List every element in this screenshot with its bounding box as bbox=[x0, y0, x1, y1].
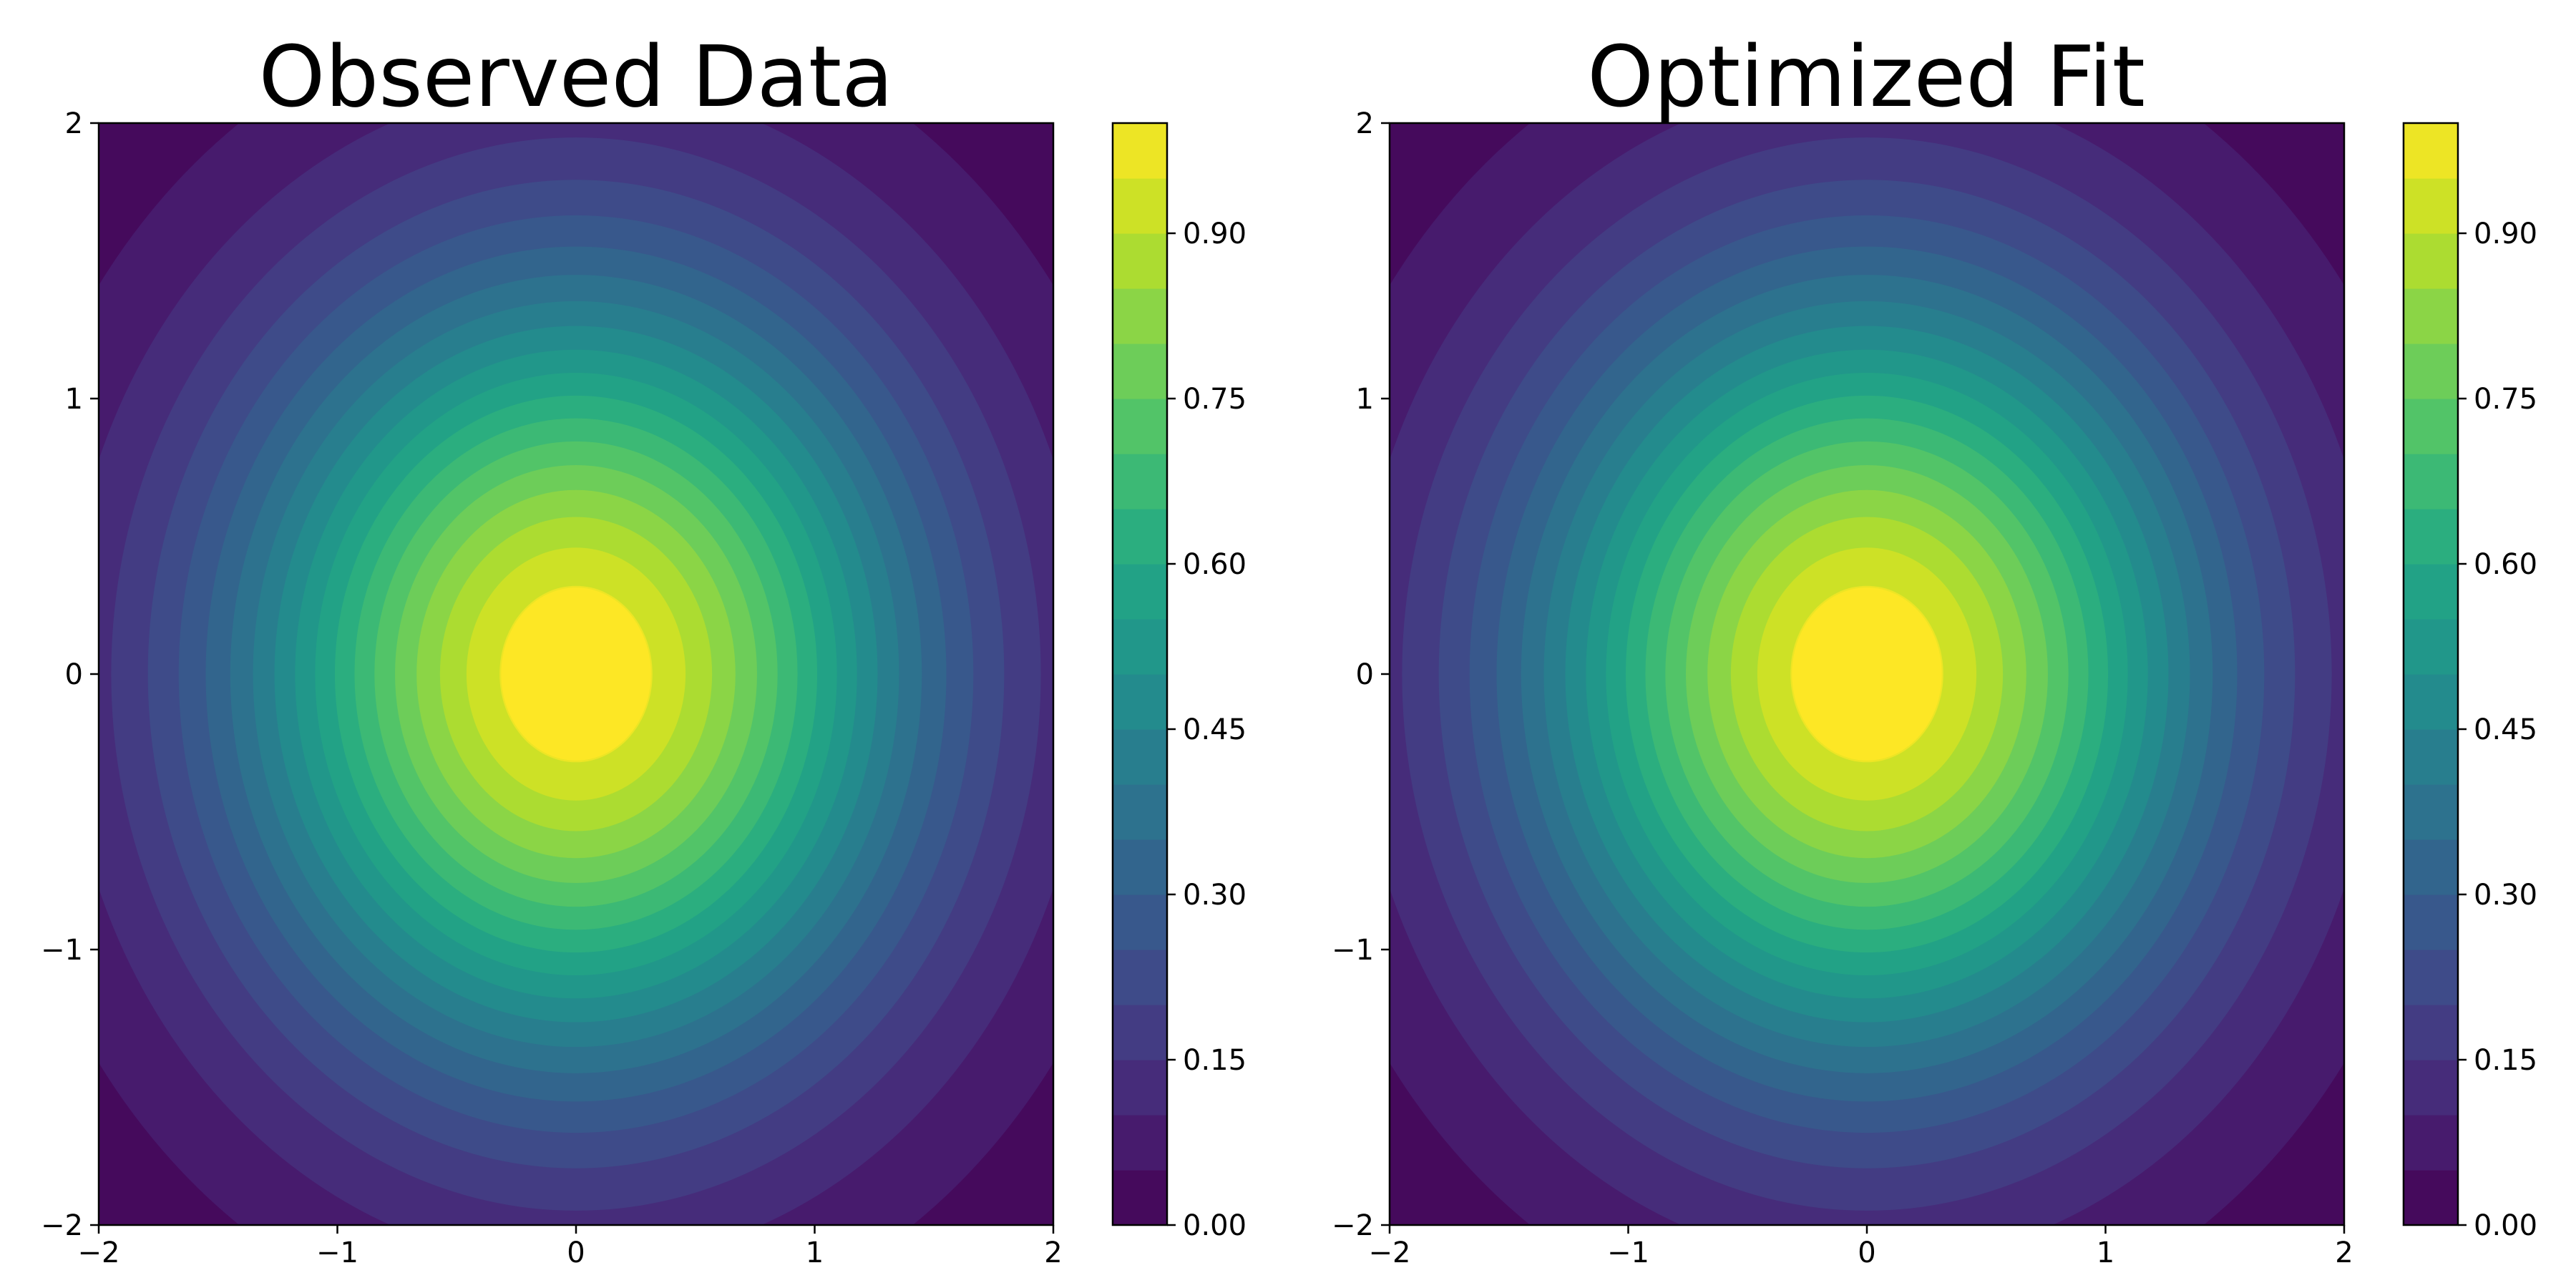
colorbar-segment bbox=[2404, 1115, 2458, 1171]
colorbar-segment bbox=[1113, 233, 1167, 289]
colorbar-segment bbox=[1113, 950, 1167, 1005]
colorbar-segment bbox=[1113, 564, 1167, 620]
colorbar-tick-label: 0.00 bbox=[1183, 1209, 1246, 1242]
colorbar-segment bbox=[2404, 1170, 2458, 1226]
x-tick-label: 2 bbox=[2335, 1236, 2353, 1269]
colorbar-segment bbox=[2404, 564, 2458, 620]
x-tick-label: −2 bbox=[78, 1236, 120, 1269]
x-tick-label: −2 bbox=[1369, 1236, 1411, 1269]
colorbar-tick-label: 0.15 bbox=[2474, 1044, 2537, 1077]
y-tick-label: 0 bbox=[1356, 658, 1374, 691]
colorbar-segment bbox=[2404, 1005, 2458, 1060]
contour-peak bbox=[501, 587, 651, 761]
colorbar-segment bbox=[1113, 1005, 1167, 1060]
colorbar-segment bbox=[1113, 399, 1167, 454]
x-tick-label: 1 bbox=[806, 1236, 824, 1269]
colorbar-tick-label: 0.45 bbox=[1183, 713, 1246, 746]
contour-plot: −2 −1 0 1 2 −2 −1 0 1 2 bbox=[1332, 107, 2353, 1269]
colorbar: 0.00 0.15 0.30 0.45 0.60 0.75 0.90 bbox=[1111, 122, 1246, 1242]
x-tick-label: 0 bbox=[1858, 1236, 1875, 1269]
colorbar-segment bbox=[2404, 1060, 2458, 1116]
colorbar-segment bbox=[2404, 729, 2458, 785]
colorbar-segment bbox=[1113, 729, 1167, 785]
colorbar-tick-label: 0.90 bbox=[1183, 218, 1246, 250]
contour-peak bbox=[1792, 587, 1942, 761]
colorbar-segment bbox=[2404, 509, 2458, 565]
x-tick-label: −1 bbox=[1607, 1236, 1649, 1269]
panel-observed: Observed Data −2 −1 0 1 2 −2 −1 0 1 2 0.00 0.15 0.3… bbox=[41, 27, 1246, 1269]
colorbar-segment bbox=[2404, 454, 2458, 509]
colorbar-segment bbox=[1113, 894, 1167, 950]
panel-optimized: Optimized Fit −2 −1 0 1 2 −2 −1 0 1 2 0.00 0.15 0.3… bbox=[1332, 27, 2537, 1269]
colorbar-segment bbox=[1113, 839, 1167, 895]
chart-title: Observed Data bbox=[259, 27, 894, 126]
contour-bands bbox=[1390, 123, 2344, 1225]
colorbar-segment bbox=[2404, 894, 2458, 950]
colorbar-segment bbox=[1113, 343, 1167, 399]
colorbar-segment bbox=[2404, 619, 2458, 675]
colorbar-segment bbox=[1113, 1060, 1167, 1116]
colorbar-segment bbox=[2404, 343, 2458, 399]
colorbar-segment bbox=[1113, 509, 1167, 565]
contour-plot: −2 −1 0 1 2 −2 −1 0 1 2 bbox=[41, 107, 1063, 1269]
y-tick-label: 2 bbox=[65, 107, 83, 140]
colorbar-frame bbox=[2402, 122, 2459, 1226]
contour-bands bbox=[99, 123, 1053, 1225]
colorbar-tick-label: 0.90 bbox=[2474, 218, 2537, 250]
colorbar-tick-label: 0.75 bbox=[2474, 383, 2537, 416]
colorbar-segment bbox=[1113, 784, 1167, 840]
y-tick-label: 0 bbox=[65, 658, 83, 691]
colorbar-segment bbox=[1113, 123, 1167, 179]
x-tick-label: 0 bbox=[567, 1236, 585, 1269]
y-tick-label: −1 bbox=[41, 934, 83, 967]
y-tick-label: 2 bbox=[1356, 107, 1374, 140]
x-tick-label: −1 bbox=[316, 1236, 358, 1269]
colorbar-segment bbox=[2404, 839, 2458, 895]
colorbar-segment bbox=[1113, 1170, 1167, 1226]
colorbar-segment bbox=[1113, 288, 1167, 344]
colorbar-segment bbox=[1113, 674, 1167, 730]
y-tick-label: 1 bbox=[1356, 383, 1374, 416]
colorbar-segment bbox=[2404, 784, 2458, 840]
colorbar-segment bbox=[2404, 288, 2458, 344]
colorbar-segment bbox=[1113, 454, 1167, 509]
colorbar-segment bbox=[2404, 123, 2458, 179]
x-tick-label: 1 bbox=[2097, 1236, 2114, 1269]
colorbar-segment bbox=[2404, 674, 2458, 730]
colorbar-tick-label: 0.75 bbox=[1183, 383, 1246, 416]
colorbar-tick-label: 0.15 bbox=[1183, 1044, 1246, 1077]
chart-title: Optimized Fit bbox=[1587, 27, 2145, 126]
colorbar-segment bbox=[1113, 178, 1167, 234]
colorbar-segment bbox=[2404, 399, 2458, 454]
y-tick-label: −2 bbox=[41, 1209, 83, 1242]
colorbar-frame bbox=[1111, 122, 1169, 1226]
colorbar-tick-label: 0.30 bbox=[1183, 879, 1246, 912]
y-tick-label: −1 bbox=[1332, 934, 1374, 967]
colorbar: 0.00 0.15 0.30 0.45 0.60 0.75 0.90 bbox=[2402, 122, 2537, 1242]
colorbar-tick-label: 0.00 bbox=[2474, 1209, 2537, 1242]
colorbar-tick-label: 0.60 bbox=[2474, 548, 2537, 581]
colorbar-tick-label: 0.60 bbox=[1183, 548, 1246, 581]
colorbar-segment bbox=[2404, 178, 2458, 234]
y-tick-label: 1 bbox=[65, 383, 83, 416]
colorbar-tick-label: 0.30 bbox=[2474, 879, 2537, 912]
colorbar-segment bbox=[1113, 619, 1167, 675]
colorbar-tick-label: 0.45 bbox=[2474, 713, 2537, 746]
y-tick-label: −2 bbox=[1332, 1209, 1374, 1242]
colorbar-segment bbox=[1113, 1115, 1167, 1171]
colorbar-segment bbox=[2404, 233, 2458, 289]
x-tick-label: 2 bbox=[1044, 1236, 1062, 1269]
colorbar-segment bbox=[2404, 950, 2458, 1005]
